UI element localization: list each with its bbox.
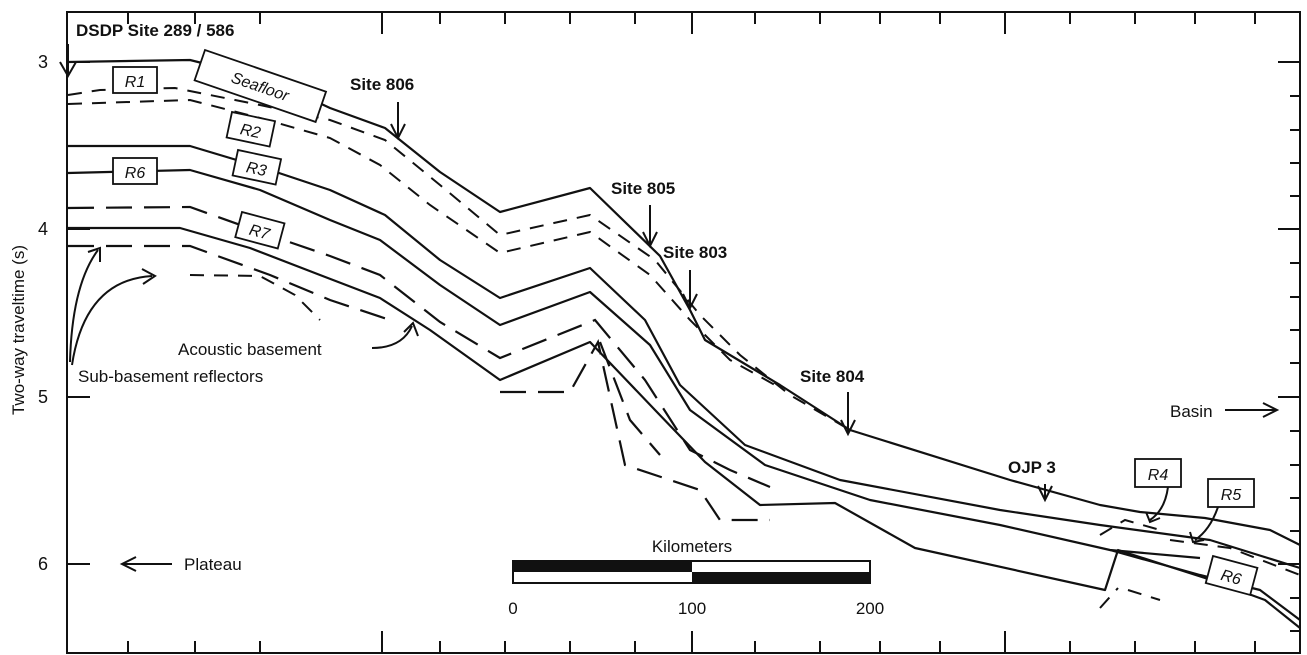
y-tick-5: 5: [38, 387, 48, 407]
y-tick-4: 4: [38, 219, 48, 239]
plateau-label: Plateau: [184, 555, 242, 574]
left-ticks: [67, 61, 90, 565]
r3-label: R3: [231, 148, 283, 186]
svg-text:R3: R3: [245, 159, 269, 180]
dsdp-arrow: [59, 44, 77, 79]
site-804-label: Site 804: [800, 367, 865, 386]
r2-reflector: [67, 98, 776, 386]
site-804-arrow: [840, 392, 856, 437]
dsdp-site-label: DSDP Site 289 / 586: [76, 21, 234, 40]
y-axis-label: Two-way traveltime (s): [9, 245, 28, 415]
acoustic-basement-label: Acoustic basement: [178, 340, 322, 359]
site-803-label: Site 803: [663, 243, 727, 262]
bottom-ticks: [127, 631, 1256, 653]
top-ticks: [127, 12, 1256, 34]
scale-label-100: 100: [678, 599, 706, 618]
svg-text:R1: R1: [125, 74, 145, 91]
plot-frame: [66, 11, 1301, 654]
svg-text:R6: R6: [1219, 567, 1243, 589]
svg-text:R2: R2: [239, 121, 263, 142]
sub-basement-arrowhead-2: [141, 268, 157, 285]
svg-text:R4: R4: [1148, 467, 1169, 484]
seafloor-box: Seafloor: [193, 48, 328, 124]
svg-text:R6: R6: [125, 165, 146, 182]
r2-label: R2: [225, 110, 277, 148]
r4-leader-arrow: [1149, 486, 1169, 521]
scale-bar: [512, 560, 871, 584]
sub-basement-spike: [500, 338, 770, 522]
r6-label-left: R6: [112, 157, 158, 185]
right-dashed-2: [1099, 587, 1119, 609]
r1-label: R1: [112, 66, 158, 94]
r6-reflector: [67, 168, 1201, 560]
ojp3-label: OJP 3: [1008, 458, 1056, 477]
right-ticks: [1278, 61, 1300, 632]
site-806-label: Site 806: [350, 75, 414, 94]
acoustic-basement-arrowhead: [403, 321, 419, 337]
r5-label: R5: [1207, 478, 1255, 508]
site-805-label: Site 805: [611, 179, 675, 198]
acoustic-basement: [68, 226, 1301, 629]
sub-basement-wedge: [598, 341, 661, 456]
right-dashed-1: [1099, 518, 1161, 536]
basin-label: Basin: [1170, 402, 1213, 421]
r5-leader-arrow: [1194, 506, 1219, 541]
sub-basement-reflector: [189, 274, 321, 321]
r7-label: R7: [234, 210, 286, 250]
site-803-arrow: [682, 270, 698, 311]
r5-leader-head: [1189, 531, 1205, 544]
site-806-arrow: [390, 102, 406, 141]
scale-label-200: 200: [856, 599, 884, 618]
r4-leader-head: [1145, 511, 1161, 524]
r3-reflector: [68, 144, 1301, 570]
acoustic-basement-arrow: [371, 325, 413, 349]
svg-text:R7: R7: [247, 222, 272, 244]
r6-label-right: R6: [1204, 554, 1259, 597]
site-805-arrow: [642, 205, 658, 249]
ojp3-arrow: [1037, 484, 1053, 503]
sub-basement-arrowhead-1: [87, 246, 101, 262]
y-tick-3: 3: [38, 52, 48, 72]
sub-basement-label: Sub-basement reflectors: [78, 367, 263, 386]
svg-text:R5: R5: [1221, 487, 1242, 504]
plateau-arrow: [119, 556, 172, 572]
sub-basement-arrow-2: [71, 275, 153, 366]
basement-lower-dashed: [68, 244, 391, 322]
right-dashed-3: [1127, 589, 1161, 601]
r4-label: R4: [1134, 458, 1182, 488]
scale-bar-title: Kilometers: [652, 537, 732, 556]
basin-arrow: [1225, 402, 1280, 418]
right-dashed-4: [1169, 539, 1301, 576]
r6-right-segment: [1109, 548, 1301, 621]
r1-reflector: [67, 86, 851, 431]
scale-label-0: 0: [508, 599, 517, 618]
sub-basement-arrow-1: [69, 249, 99, 363]
y-tick-6: 6: [38, 554, 48, 574]
